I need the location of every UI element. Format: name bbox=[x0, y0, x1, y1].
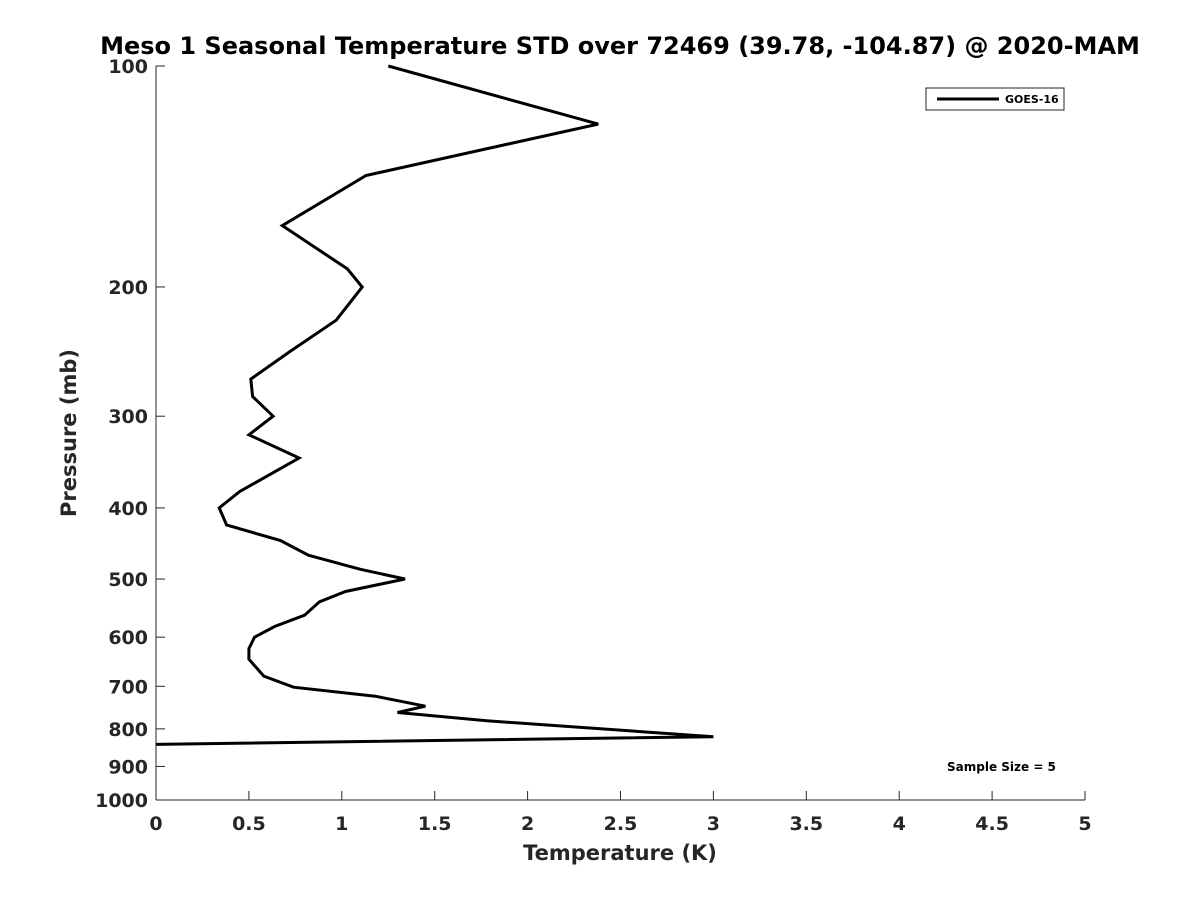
y-tick-label: 1000 bbox=[95, 790, 148, 812]
y-tick-label: 100 bbox=[108, 56, 148, 78]
x-tick-label: 0 bbox=[149, 813, 162, 835]
x-tick-label: 1.5 bbox=[418, 813, 452, 835]
y-tick-label: 700 bbox=[108, 676, 148, 698]
x-tick-label: 2 bbox=[521, 813, 534, 835]
legend: GOES-16 bbox=[925, 87, 1065, 111]
y-axis: 100 200 300 400 500 600 700 800 900 1000 bbox=[95, 56, 165, 812]
x-axis-label: Temperature (K) bbox=[523, 841, 717, 865]
chart-title: Meso 1 Seasonal Temperature STD over 724… bbox=[100, 32, 1140, 60]
series-line-goes-16 bbox=[155, 64, 714, 746]
y-tick-label: 500 bbox=[108, 569, 148, 591]
y-tick-label: 300 bbox=[108, 406, 148, 428]
x-tick-label: 5 bbox=[1078, 813, 1091, 835]
y-tick-label: 200 bbox=[108, 277, 148, 299]
y-tick-label: 400 bbox=[108, 498, 148, 520]
y-tick-label: 900 bbox=[108, 756, 148, 778]
x-tick-label: 0.5 bbox=[232, 813, 266, 835]
x-tick-label: 4.5 bbox=[975, 813, 1009, 835]
x-tick-label: 4 bbox=[893, 813, 906, 835]
y-tick-label: 800 bbox=[108, 719, 148, 741]
series-layer bbox=[155, 64, 714, 746]
x-tick-label: 3 bbox=[707, 813, 720, 835]
y-axis-label: Pressure (mb) bbox=[57, 349, 81, 517]
x-axis: 0 0.5 1 1.5 2 2.5 3 3.5 4 4.5 5 bbox=[149, 791, 1092, 835]
x-tick-label: 3.5 bbox=[789, 813, 823, 835]
sample-size-annotation: Sample Size = 5 bbox=[947, 760, 1056, 774]
x-tick-label: 2.5 bbox=[604, 813, 638, 835]
plot-area bbox=[155, 66, 1085, 801]
legend-label-goes-16: GOES-16 bbox=[1005, 93, 1059, 106]
x-tick-label: 1 bbox=[335, 813, 348, 835]
y-tick-label: 600 bbox=[108, 627, 148, 649]
